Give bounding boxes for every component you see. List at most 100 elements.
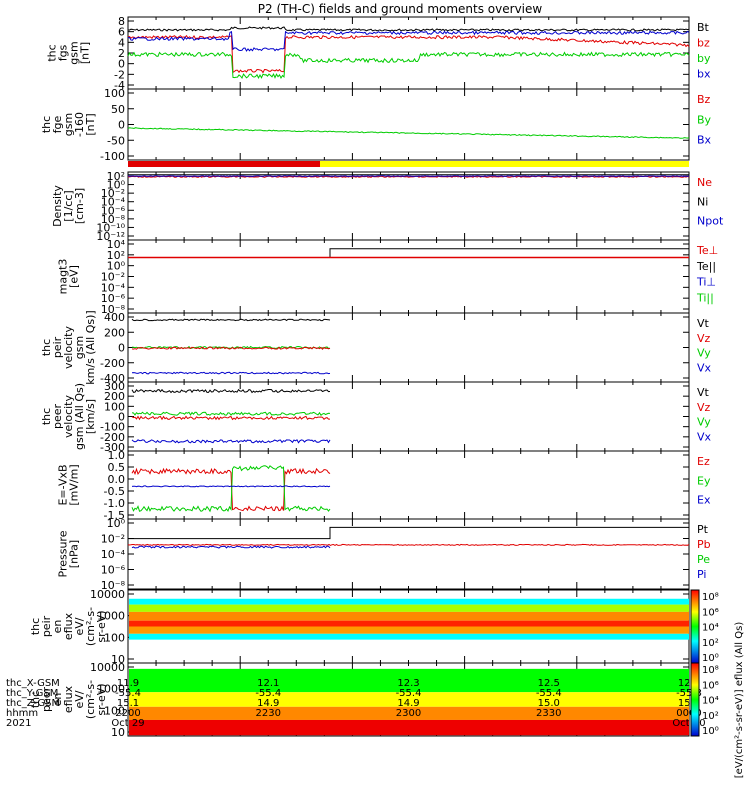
- x-tick-value: -55.3: [676, 688, 702, 699]
- panel-peir_spec: 10000 1000 100 10 thcpeirenefluxeV/(cm²-s-sr…: [29, 588, 690, 666]
- x-row-label: 2021: [6, 718, 31, 729]
- y-tick-label: 10²: [107, 170, 125, 183]
- series-bz: [127, 34, 690, 74]
- y-tick-label: 0.0: [108, 473, 126, 486]
- y-tick-label: -100: [100, 150, 125, 163]
- x-tick-value: 15.1: [117, 698, 139, 709]
- legend-ez: Ez: [697, 455, 710, 468]
- x-tick-value: 14.9: [257, 698, 279, 709]
- y-tick-label: 1000: [97, 610, 125, 623]
- x-tick-value: 2200: [115, 708, 140, 719]
- y-tick-label: -4: [114, 79, 125, 92]
- y-axis-label: eflux: [62, 612, 75, 640]
- colorbar-tick: 10⁶: [702, 680, 719, 691]
- series-ex: [131, 485, 331, 488]
- y-axis-label: [km/s]: [84, 399, 97, 434]
- y-tick-label: 10000: [90, 661, 125, 674]
- legend-by: By: [697, 113, 712, 126]
- y-axis-label: gsm: [68, 41, 81, 64]
- y-axis-label: eV/: [73, 617, 86, 635]
- y-tick-label: -400: [100, 372, 125, 385]
- y-tick-label: -100: [100, 421, 125, 434]
- x-tick-value: -55.4: [536, 688, 562, 699]
- series-vy-e: [131, 411, 331, 416]
- x-tick-value: Oct 30: [672, 718, 705, 729]
- legend-vy: Vy: [697, 416, 711, 429]
- legend-bz: bz: [697, 37, 710, 50]
- y-tick-label: 0: [118, 342, 125, 355]
- panel-density: 10²10⁰10⁻²10⁻⁴10⁻⁶10⁻⁸10⁻¹⁰10⁻¹²Density[…: [51, 170, 724, 243]
- legend-ni: Ni: [697, 195, 708, 208]
- y-axis-label: thc: [29, 618, 42, 635]
- y-tick-label: 10⁻⁶: [101, 292, 126, 305]
- colorbar-tick: 10²: [702, 638, 719, 649]
- y-axis-label: velocity: [62, 326, 75, 369]
- y-tick-label: 4: [118, 36, 125, 49]
- x-tick-value: 12.8: [678, 678, 700, 689]
- series-pt: [128, 526, 689, 540]
- y-tick-label: 10⁻⁸: [101, 303, 126, 316]
- x-tick-value: -55.4: [115, 688, 141, 699]
- series-ey: [131, 465, 331, 513]
- y-tick-label: -1.5: [104, 509, 125, 522]
- y-tick-label: 1.0: [108, 449, 126, 462]
- y-tick-label: 10⁻⁶: [101, 204, 126, 217]
- series-pb: [127, 543, 690, 546]
- y-axis-label: gsm: [73, 336, 86, 359]
- legend-vz: Vz: [697, 401, 711, 414]
- y-axis-label: sr-eV): [95, 683, 108, 715]
- spec-band-peer: [129, 719, 689, 736]
- y-tick-label: 200: [104, 390, 125, 403]
- y-axis-label: eV/: [73, 690, 86, 708]
- legend-vt: Vt: [697, 386, 710, 399]
- series-bt: [127, 26, 690, 32]
- series-by: [127, 51, 690, 80]
- colorbar-tick: 10⁰: [702, 653, 719, 664]
- y-tick-label: 10⁻⁴: [101, 196, 126, 209]
- x-tick-value: 2300: [396, 708, 421, 719]
- spec-band-peer: [129, 692, 689, 707]
- y-tick-label: -300: [100, 441, 125, 454]
- y-axis-label: E=-VxB: [57, 464, 70, 505]
- series-ez: [131, 467, 331, 512]
- y-axis-label: Density: [51, 185, 64, 227]
- y-axis-label: magt3: [57, 259, 70, 295]
- legend-bt: Bt: [697, 21, 710, 34]
- y-tick-label: 100: [104, 400, 125, 413]
- x-tick-value: 15.3: [678, 698, 700, 709]
- colorbar-tick: 10⁴: [702, 696, 719, 707]
- panels-group: 86420-2-4thcfgsgsm[nT]Btbzbybx100500-50-…: [29, 15, 724, 739]
- x-tick-value: Oct 29: [111, 718, 144, 729]
- y-tick-label: 100: [104, 87, 125, 100]
- mode-bar-slow: [320, 161, 689, 167]
- y-tick-label: -200: [100, 357, 125, 370]
- legend-ti⊥: Ti⊥: [696, 276, 716, 289]
- series-ne: [127, 175, 690, 178]
- x-axis-labels: thc_X-GSMthc_Y-GSMthc_Z-GSMhhmm202111.9-…: [6, 678, 706, 729]
- y-axis-label: fge: [51, 115, 64, 133]
- y-tick-label: -50: [107, 134, 125, 147]
- series-vt-e: [131, 388, 331, 394]
- panel-frame: [127, 518, 690, 590]
- y-axis-label: [cm-3]: [73, 188, 86, 224]
- y-tick-label: 10⁻¹⁰: [96, 221, 125, 234]
- y-tick-label: 10000: [90, 588, 125, 601]
- y-axis-label: gsm (All Qs): [73, 383, 86, 450]
- y-axis-label: peer: [40, 687, 53, 713]
- legend-by: by: [697, 52, 711, 65]
- panel-frame: [127, 88, 690, 161]
- y-tick-label: 2: [118, 47, 125, 60]
- series-bx: [127, 30, 690, 52]
- spec-band-peir: [129, 620, 689, 627]
- x-row-label: thc_Z-GSM: [6, 698, 60, 709]
- mode-bar-fast: [128, 161, 320, 167]
- y-tick-label: 200: [104, 326, 125, 339]
- panel-peer_spec: 10000 1000 100 10 thcpeerenefluxeV/(cm²-s-sr…: [29, 661, 690, 739]
- y-tick-label: 100: [104, 704, 125, 717]
- y-tick-label: 10⁻⁸: [101, 579, 126, 592]
